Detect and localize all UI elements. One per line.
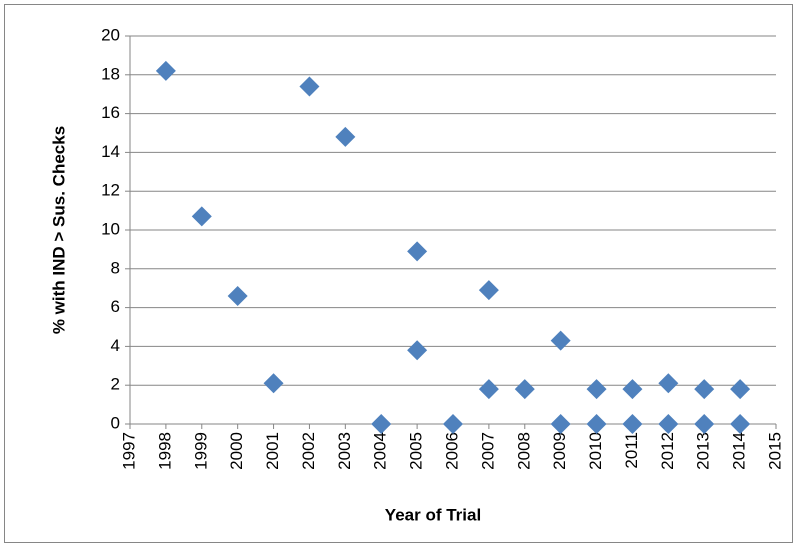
data-point: [694, 379, 715, 400]
x-tick-label: 1997: [119, 432, 138, 470]
data-point: [407, 340, 428, 361]
data-point: [586, 414, 607, 434]
x-tick-label: 2007: [478, 432, 497, 470]
x-tick-label: 2003: [335, 432, 354, 470]
data-point: [658, 373, 679, 394]
data-point: [622, 379, 643, 400]
x-tick-label: 2011: [622, 432, 641, 469]
y-tick-label: 0: [111, 413, 120, 432]
x-tick-label: 2004: [371, 432, 390, 470]
x-tick-label: 2005: [407, 432, 426, 470]
data-point: [227, 285, 248, 306]
data-point: [155, 60, 176, 81]
data-point: [730, 379, 751, 400]
data-point: [694, 414, 715, 434]
x-tick-label: 2013: [694, 432, 713, 470]
y-tick-label: 10: [101, 219, 120, 238]
data-point: [514, 379, 535, 400]
x-tick-label: 1999: [191, 432, 210, 470]
data-point: [658, 414, 679, 434]
data-point: [443, 414, 463, 434]
x-tick-label: 2000: [227, 432, 246, 470]
data-point: [622, 414, 643, 434]
data-point: [550, 414, 571, 434]
x-tick-label: 1998: [155, 432, 174, 470]
y-tick-label: 2: [111, 375, 120, 394]
data-point: [191, 206, 212, 227]
y-tick-label: 20: [101, 25, 120, 44]
data-point: [371, 414, 392, 434]
x-tick-label: 2001: [263, 432, 282, 470]
x-tick-label: 2008: [514, 432, 533, 470]
y-axis-title: % with IND > Sus. Checks: [49, 126, 68, 334]
y-tick-label: 16: [101, 103, 120, 122]
chart-border: [4, 4, 793, 543]
data-point: [730, 414, 751, 434]
x-tick-label: 2002: [299, 432, 318, 470]
x-tick-label: 2012: [658, 432, 677, 470]
data-point: [478, 280, 499, 301]
y-tick-label: 8: [111, 258, 120, 277]
y-tick-label: 4: [111, 336, 120, 355]
x-tick-label: 2010: [586, 432, 605, 470]
data-point: [263, 373, 284, 394]
y-tick-label: 14: [101, 142, 120, 161]
data-point: [299, 76, 320, 97]
y-tick-label: 18: [101, 64, 120, 83]
data-point: [335, 126, 356, 147]
x-tick-label: 2015: [765, 432, 784, 470]
x-tick-label: 2006: [442, 432, 461, 470]
data-point: [478, 379, 499, 400]
y-tick-label: 12: [101, 181, 120, 200]
x-tick-label: 2014: [730, 432, 749, 470]
x-tick-label: 2009: [550, 432, 569, 470]
y-tick-label: 6: [111, 297, 120, 316]
data-point: [550, 330, 571, 351]
x-axis-title: Year of Trial: [385, 505, 481, 524]
data-point: [586, 379, 607, 400]
data-point: [407, 241, 428, 262]
